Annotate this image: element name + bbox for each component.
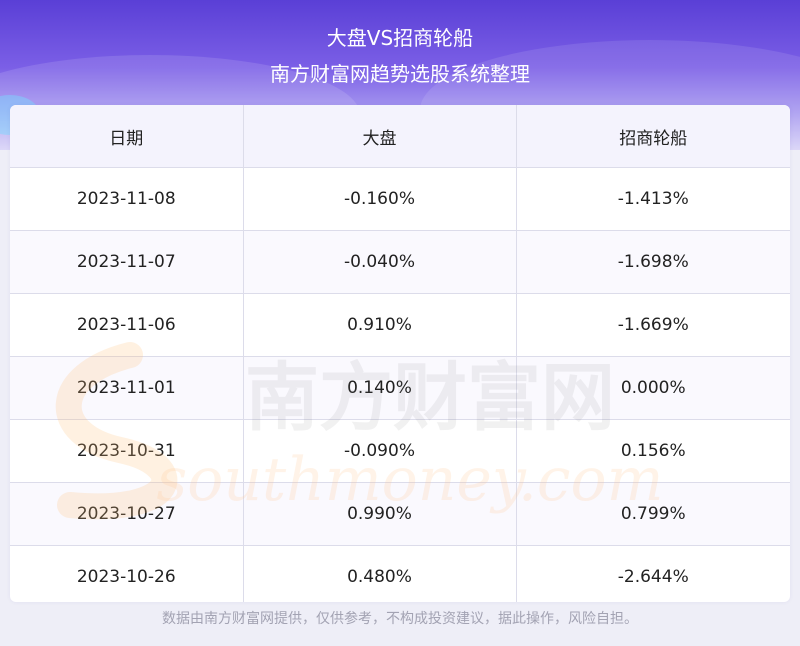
page-title: 大盘VS招商轮船 — [326, 26, 474, 50]
cell-market: 0.480% — [243, 545, 517, 602]
cell-stock: -1.413% — [516, 167, 790, 231]
cell-stock: -1.698% — [516, 230, 790, 294]
cell-date: 2023-11-01 — [10, 356, 244, 420]
cell-stock: 0.156% — [516, 419, 790, 483]
table-row: 2023-11-01 0.140% 0.000% — [10, 356, 790, 420]
table-row: 2023-10-26 0.480% -2.644% — [10, 545, 790, 602]
cell-market: -0.040% — [243, 230, 517, 294]
comparison-table: 日期 大盘 招商轮船 2023-11-08 -0.160% -1.413% 20… — [10, 105, 790, 602]
cell-date: 2023-11-07 — [10, 230, 244, 294]
cell-market: -0.160% — [243, 167, 517, 231]
table-row: 2023-11-08 -0.160% -1.413% — [10, 167, 790, 231]
cell-market: -0.090% — [243, 419, 517, 483]
table-header-row: 日期 大盘 招商轮船 — [10, 105, 790, 168]
cell-market: 0.140% — [243, 356, 517, 420]
data-table-card: 日期 大盘 招商轮船 2023-11-08 -0.160% -1.413% 20… — [10, 105, 790, 602]
cell-date: 2023-11-08 — [10, 167, 244, 231]
page-subtitle: 南方财富网趋势选股系统整理 — [270, 62, 530, 86]
column-header-market: 大盘 — [243, 105, 517, 168]
column-header-date: 日期 — [10, 105, 244, 168]
cell-stock: 0.000% — [516, 356, 790, 420]
cell-date: 2023-10-26 — [10, 545, 244, 602]
table-row: 2023-11-06 0.910% -1.669% — [10, 293, 790, 357]
table-row: 2023-11-07 -0.040% -1.698% — [10, 230, 790, 294]
cell-stock: -2.644% — [617, 567, 689, 587]
table-row: 2023-10-31 -0.090% 0.156% — [10, 419, 790, 483]
disclaimer-footer: 数据由南方财富网提供，仅供参考，不构成投资建议，据此操作，风险自担。 — [162, 611, 638, 627]
column-header-stock: 招商轮船 — [516, 105, 790, 168]
cell-stock: -1.669% — [516, 293, 790, 357]
cell-stock: 0.799% — [516, 482, 790, 546]
cell-date: 2023-11-06 — [10, 293, 244, 357]
table-row: 2023-10-27 0.990% 0.799% — [10, 482, 790, 546]
cell-market: 0.990% — [243, 482, 517, 546]
cell-market: 0.910% — [243, 293, 517, 357]
cell-date: 2023-10-31 — [10, 419, 244, 483]
cell-date: 2023-10-27 — [10, 482, 244, 546]
